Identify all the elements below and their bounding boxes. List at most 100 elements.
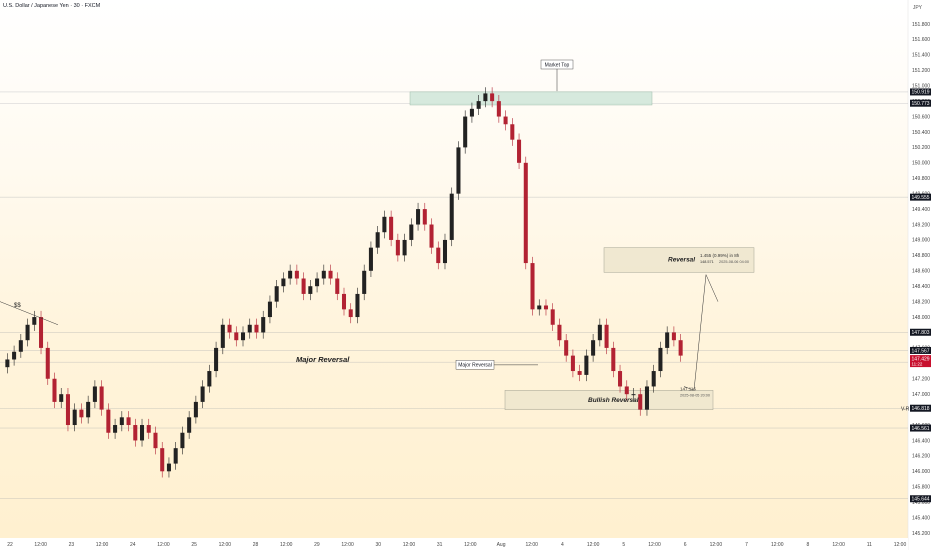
time-tick-label: Aug <box>497 542 506 548</box>
time-tick-label: 11 <box>867 542 872 548</box>
price-tag <box>910 88 931 96</box>
projection-gain-label: 1.455 (0.99%) in 8h <box>700 253 740 258</box>
time-tick-label: 12:00 <box>219 542 232 548</box>
candle-body <box>308 286 313 294</box>
symbol-title: U.S. Dollar / Japanese Yen · 30 · FXCM <box>3 3 101 9</box>
candle-body <box>597 324 602 341</box>
candle-body <box>315 278 320 287</box>
price-tick-label: 145.600 <box>912 500 930 506</box>
price-tick-label: 150.600 <box>912 114 930 120</box>
candle-body <box>449 193 454 240</box>
price-tick-label: 148.400 <box>912 284 930 290</box>
candle-body <box>604 324 609 348</box>
candle-body <box>261 317 266 333</box>
price-tick-label: 146.000 <box>912 469 930 475</box>
candle-body <box>416 209 421 225</box>
reversal-projection-box <box>603 247 755 273</box>
current-price-tag <box>910 355 931 368</box>
candle-body <box>227 324 232 333</box>
time-tick-label: 31 <box>437 542 443 548</box>
candle-body <box>240 332 246 341</box>
current-price-label: 147.429 <box>912 357 930 363</box>
market-top-label-box <box>540 59 574 70</box>
time-tick-label: 7 <box>745 542 748 548</box>
price-tag <box>910 404 931 412</box>
candle-body <box>187 417 192 433</box>
time-axis <box>0 538 908 550</box>
price-tick-label: 149.400 <box>912 207 930 213</box>
price-tag <box>910 193 931 201</box>
candle-body <box>32 317 37 325</box>
time-tick-label: 12:00 <box>832 542 845 548</box>
time-tick-label: 12:00 <box>648 542 661 548</box>
price-tick-label: 148.600 <box>912 269 930 275</box>
candle-body <box>247 324 252 333</box>
candle-body <box>503 116 508 125</box>
price-tag-label: 149.555 <box>912 195 930 201</box>
candle-body <box>301 278 306 294</box>
price-tick-label: 148.200 <box>912 299 930 305</box>
candle-body <box>665 332 670 348</box>
candle-body <box>133 425 138 441</box>
candle-body <box>52 378 57 402</box>
candle-body <box>220 324 225 348</box>
time-tick-label: 8 <box>807 542 810 548</box>
candle-body <box>234 332 239 341</box>
time-tick-label: 12:00 <box>157 542 170 548</box>
candle-body <box>79 409 84 418</box>
major-reversal-box-label: Major Reversal <box>458 363 492 369</box>
candle-body <box>39 317 44 348</box>
time-tick-label: 12:00 <box>34 542 47 548</box>
time-tick-label: 4 <box>561 542 564 548</box>
candle-body <box>368 247 373 271</box>
candle-body <box>577 371 582 375</box>
candle-body <box>113 425 118 433</box>
candle-body <box>523 162 528 264</box>
candle-body <box>99 386 104 410</box>
price-tick-label: 149.800 <box>912 176 930 182</box>
candle-body <box>469 108 474 117</box>
price-tick-label: 146.400 <box>912 438 930 444</box>
time-tick-label: 12:00 <box>525 542 538 548</box>
candle-body <box>65 394 70 426</box>
candle-body <box>570 355 575 372</box>
candle-body <box>12 351 17 360</box>
trend-line <box>0 301 59 326</box>
candle-body <box>355 293 360 318</box>
time-tick-label: 25 <box>191 542 197 548</box>
currency-label: JPY <box>912 5 922 11</box>
candle-body <box>537 305 542 310</box>
vr-label: V-R <box>901 406 910 412</box>
price-tick-label: 147.200 <box>912 377 930 383</box>
candle-body <box>651 371 656 387</box>
candle-body <box>25 324 30 341</box>
candle-body <box>267 301 272 318</box>
price-tag-label: 150.919 <box>912 90 930 96</box>
price-tick-label: 151.000 <box>912 83 930 89</box>
price-tick-label: 151.600 <box>912 37 930 43</box>
time-tick-label: 12:00 <box>771 542 784 548</box>
candle-body <box>200 386 205 402</box>
price-tick-label: 150.200 <box>912 145 930 151</box>
candle-body <box>644 386 649 410</box>
candle-body <box>160 448 165 472</box>
price-tick-label: 150.400 <box>912 130 930 136</box>
candle-body <box>214 347 219 372</box>
candle-body <box>618 371 623 387</box>
price-tick-label: 151.200 <box>912 68 930 74</box>
time-tick-label: 28 <box>253 542 259 548</box>
projection-date-label: 2025-08-06 04:00 <box>719 260 749 264</box>
candle-body <box>389 216 394 240</box>
candle-body <box>274 286 279 302</box>
candle-body <box>429 224 434 248</box>
time-tick-label: 12:00 <box>341 542 354 548</box>
candle-body <box>294 270 299 279</box>
candle-body <box>631 394 636 396</box>
candle-body <box>140 425 145 441</box>
time-tick-label: 12:00 <box>403 542 416 548</box>
price-tag-label: 147.803 <box>912 330 930 336</box>
time-tick-label: 5 <box>622 542 625 548</box>
projection-path <box>683 273 719 391</box>
